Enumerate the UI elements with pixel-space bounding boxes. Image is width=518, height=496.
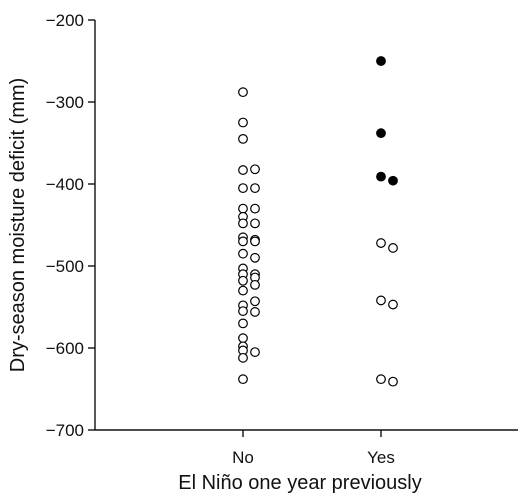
open-data-point: [376, 238, 386, 248]
open-data-point: [238, 306, 248, 317]
x-tick-label: Yes: [367, 448, 395, 467]
open-data-point: [238, 87, 248, 98]
open-data-point: [250, 347, 260, 358]
open-data-point: [250, 279, 260, 290]
open-data-point: [238, 203, 248, 214]
x-ticks-group: No Yes: [232, 430, 395, 467]
open-data-point: [250, 218, 260, 229]
x-axis-title: El Niño one year previously: [178, 472, 421, 494]
open-data-point: [388, 299, 398, 310]
open-data-point: [238, 333, 248, 344]
y-tick-label: −200: [46, 11, 84, 30]
open-data-point: [250, 252, 260, 263]
filled-data-point: [376, 56, 386, 66]
open-data-point: [238, 248, 248, 259]
open-data-point: [250, 164, 260, 175]
open-data-point: [250, 236, 260, 247]
open-data-point: [376, 295, 386, 306]
filled-data-point: [388, 175, 398, 186]
open-data-point: [238, 318, 248, 329]
open-data-point: [238, 183, 248, 194]
open-data-point: [250, 296, 260, 307]
y-ticks-group: −200 −300 −400 −500 −600 −700: [46, 11, 95, 440]
y-tick-label: −600: [46, 339, 84, 358]
open-data-point: [250, 307, 260, 317]
open-data-point: [376, 374, 386, 385]
open-data-point: [250, 183, 260, 194]
y-tick-label: −700: [46, 421, 84, 440]
filled-data-point: [376, 128, 386, 139]
open-data-point: [238, 133, 248, 144]
open-data-point: [388, 243, 398, 253]
open-data-point: [238, 285, 248, 296]
y-tick-label: −500: [46, 257, 84, 276]
y-tick-label: −300: [46, 93, 84, 112]
open-data-point: [238, 218, 248, 229]
open-data-point: [238, 236, 248, 247]
open-data-point: [238, 352, 248, 363]
open-data-point: [238, 275, 248, 286]
open-data-point: [238, 165, 248, 175]
open-data-point: [388, 376, 398, 387]
data-points-group: [238, 56, 398, 387]
open-data-point: [238, 117, 248, 128]
y-axis-title: Dry-season moisture deficit (mm): [7, 78, 29, 373]
open-data-point: [250, 203, 260, 214]
filled-data-point: [376, 171, 386, 182]
axes-group: [94, 20, 518, 431]
open-data-point: [238, 374, 248, 385]
x-tick-label: No: [232, 448, 254, 467]
y-tick-label: −400: [46, 175, 84, 194]
